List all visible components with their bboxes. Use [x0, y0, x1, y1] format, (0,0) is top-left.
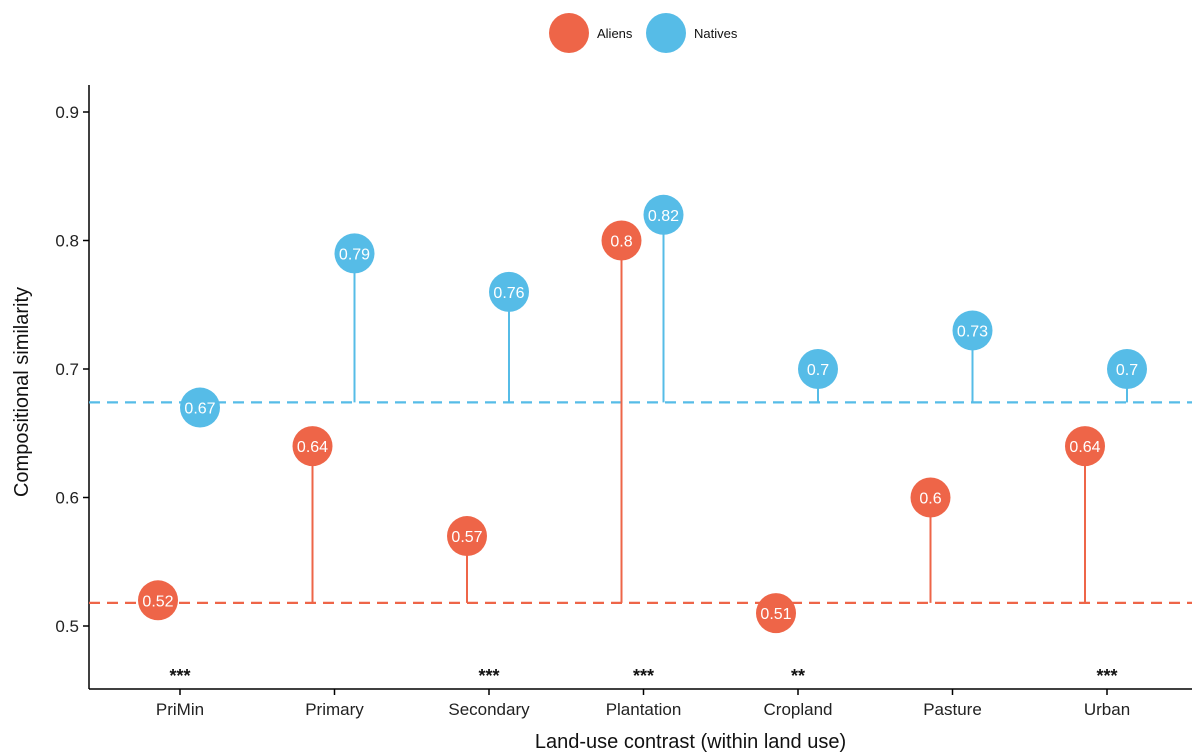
- point-label: 0.67: [184, 401, 215, 418]
- y-tick-label: 0.7: [55, 360, 79, 379]
- point-aliens: 0.52: [138, 580, 178, 621]
- point-circle: [180, 387, 220, 428]
- point-aliens: 0.6: [910, 477, 951, 518]
- significance-marker: ***: [169, 666, 190, 686]
- y-tick-label: 0.8: [55, 232, 79, 251]
- point-circle: [447, 516, 487, 557]
- y-axis-title: Compositional similarity: [11, 287, 33, 497]
- point-label: 0.7: [1116, 362, 1138, 379]
- x-tick-label: Primary: [305, 700, 364, 719]
- significance-marker: ***: [478, 666, 499, 686]
- x-tick-label: Urban: [1084, 700, 1130, 719]
- point-label: 0.7: [807, 362, 829, 379]
- point-label: 0.52: [142, 593, 173, 610]
- point-aliens: 0.8: [601, 220, 642, 261]
- point-circle: [601, 220, 642, 261]
- legend-key-natives: [646, 13, 686, 53]
- x-tick-label: PriMin: [156, 700, 204, 719]
- point-circle: [489, 271, 529, 312]
- x-axis-title: Land-use contrast (within land use): [535, 731, 846, 753]
- significance-marker: ***: [633, 666, 654, 686]
- y-tick-label: 0.5: [55, 617, 79, 636]
- legend-key-aliens: [549, 13, 589, 53]
- point-label: 0.64: [1069, 439, 1100, 456]
- point-label: 0.6: [919, 491, 941, 508]
- point-circle: [334, 233, 375, 274]
- point-label: 0.79: [339, 246, 370, 263]
- point-natives: 0.7: [1107, 349, 1147, 389]
- point-circle: [756, 593, 796, 634]
- y-tick-label: 0.6: [55, 489, 79, 508]
- point-circle: [1065, 426, 1105, 467]
- point-label: 0.8: [610, 234, 632, 251]
- x-tick-label: Cropland: [764, 700, 833, 719]
- point-circle: [910, 477, 951, 518]
- point-circle: [1107, 349, 1147, 389]
- point-circle: [292, 426, 333, 467]
- point-circle: [138, 580, 178, 621]
- significance-markers: *** *** *** ** ***: [169, 666, 1117, 686]
- stems: [311, 214, 1128, 603]
- y-tick-label: 0.9: [55, 103, 79, 122]
- point-aliens: 0.64: [292, 426, 333, 467]
- baselines: [89, 401, 1192, 604]
- dots: 0.52 0.64 0.57 0.8 0.51 0.6 0.64 0.67 0.79 0.76 0.…: [138, 194, 1147, 634]
- point-circle: [643, 194, 684, 235]
- point-label: 0.64: [297, 439, 328, 456]
- legend: Aliens Natives: [549, 13, 738, 53]
- point-aliens: 0.51: [756, 593, 796, 634]
- x-axis: PriMin Primary Secondary Plantation Cropland…: [89, 688, 1192, 719]
- point-circle: [798, 349, 838, 389]
- legend-label-aliens: Aliens: [597, 26, 633, 41]
- point-label: 0.76: [493, 285, 524, 302]
- legend-label-natives: Natives: [694, 26, 738, 41]
- point-circle: [952, 310, 993, 351]
- point-label: 0.51: [760, 606, 791, 623]
- point-natives: 0.7: [798, 349, 838, 389]
- x-tick-label: Plantation: [606, 700, 682, 719]
- point-natives: 0.73: [952, 310, 993, 351]
- point-label: 0.57: [451, 529, 482, 546]
- point-label: 0.82: [648, 208, 679, 225]
- significance-marker: ***: [1096, 666, 1117, 686]
- point-aliens: 0.57: [447, 516, 487, 557]
- point-natives: 0.79: [334, 233, 375, 274]
- x-tick-label: Pasture: [923, 700, 982, 719]
- y-axis: 0.5 0.6 0.7 0.8 0.9: [55, 85, 90, 689]
- point-natives: 0.67: [180, 387, 220, 428]
- point-natives: 0.76: [489, 271, 529, 312]
- point-natives: 0.82: [643, 194, 684, 235]
- significance-marker: **: [791, 666, 805, 686]
- point-label: 0.73: [957, 323, 988, 340]
- point-aliens: 0.64: [1065, 426, 1105, 467]
- x-tick-label: Secondary: [448, 700, 530, 719]
